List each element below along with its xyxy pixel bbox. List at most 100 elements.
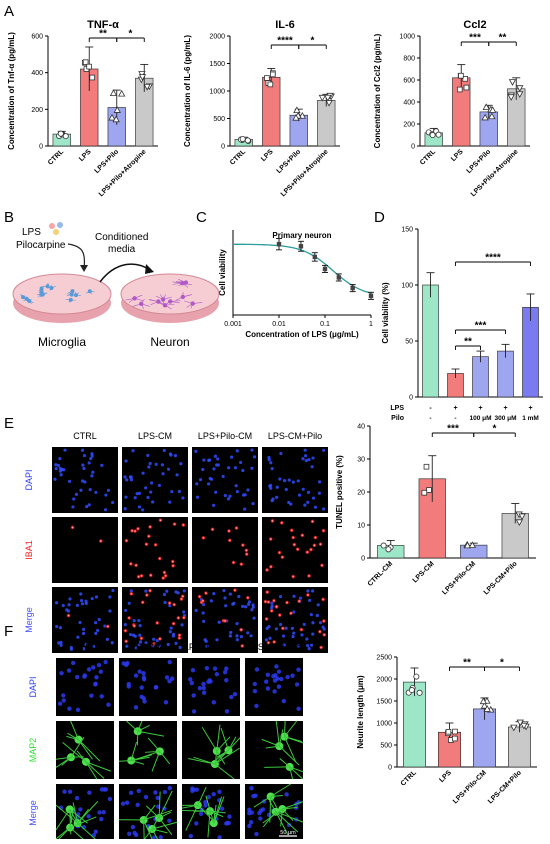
nucleus	[303, 623, 306, 626]
micrograph-background	[245, 721, 303, 779]
iba1-signal	[146, 534, 151, 539]
nucleus	[168, 501, 171, 504]
x-tick-label: LPS	[260, 148, 275, 163]
nucleus	[174, 642, 177, 645]
nucleus	[99, 817, 103, 821]
nucleus	[60, 644, 63, 647]
panel-b-schematic: LPS Pilocarpine Conditioned media Microg…	[13, 222, 219, 349]
nucleus	[251, 502, 254, 505]
y-axis-label: TUNEL positive (%)	[335, 455, 344, 529]
y-tick-label: 400	[403, 100, 415, 107]
nucleus	[104, 508, 107, 511]
nucleus	[269, 487, 272, 490]
nucleus	[104, 493, 107, 496]
nucleus	[84, 600, 87, 603]
data-point	[265, 76, 270, 81]
iba1-signal	[265, 590, 270, 595]
micrograph-background	[262, 447, 328, 513]
iba1-signal	[223, 619, 228, 624]
iba1-signal	[285, 600, 290, 605]
lps-dot-3	[53, 229, 59, 235]
nucleus	[124, 496, 127, 499]
iba1-signal	[234, 526, 239, 531]
nucleus	[63, 449, 66, 452]
iba1-signal	[148, 573, 153, 578]
nucleus	[90, 452, 93, 455]
nucleus	[151, 500, 154, 503]
y-tick-label: 20	[357, 490, 365, 497]
y-tick-label: 0	[39, 144, 43, 151]
nucleus	[89, 488, 92, 491]
iba1-signal	[233, 588, 238, 593]
data-point	[63, 134, 68, 139]
column-header: LPS-CM	[131, 642, 165, 652]
nucleus	[144, 589, 147, 592]
nucleus	[202, 611, 205, 614]
x-tick-label: LPS+Pilo+Atropine	[470, 148, 520, 198]
nucleus	[212, 504, 215, 507]
iba1-signal	[274, 604, 279, 609]
x-tick-label: CTRL-CM	[367, 560, 395, 588]
nucleus	[124, 459, 127, 462]
iba1-signal	[139, 636, 144, 641]
column-header: LPS-CM+Pilo	[247, 642, 301, 652]
nucleus	[67, 706, 71, 710]
nucleus	[134, 673, 138, 677]
nucleus	[214, 455, 217, 458]
iba1-signal	[313, 535, 318, 540]
nucleus	[225, 709, 229, 713]
panel-letter-d: D	[374, 209, 385, 226]
sig-label: ***	[447, 424, 459, 435]
nucleus	[215, 638, 218, 641]
chart-title: IL-6	[275, 19, 295, 31]
column-header: CTRL	[73, 642, 97, 652]
nucleus	[149, 462, 152, 465]
transfer-arrow-head	[145, 264, 154, 274]
iba1-signal	[321, 528, 326, 533]
nucleus	[189, 834, 193, 838]
nucleus	[82, 467, 85, 470]
nucleus	[253, 793, 257, 797]
nucleus	[283, 479, 286, 482]
y-tick-label: 150	[401, 227, 413, 234]
data-point	[323, 267, 327, 271]
iba1-signal	[312, 543, 317, 548]
nucleus	[134, 705, 138, 709]
micrograph	[52, 517, 118, 583]
iba1-signal	[180, 594, 185, 599]
nucleus	[86, 814, 90, 818]
nucleus	[266, 686, 270, 690]
iba1-signal	[155, 621, 160, 626]
micrograph	[182, 784, 240, 839]
iba1-signal	[321, 619, 326, 624]
nucleus	[279, 452, 282, 455]
iba1-signal	[98, 539, 103, 544]
bar	[498, 351, 514, 397]
iba1-signal	[322, 632, 327, 637]
nucleus	[249, 634, 252, 637]
nucleus	[191, 787, 195, 791]
nucleus	[311, 465, 314, 468]
nucleus	[250, 449, 253, 452]
y-axis-label: Neurite length (μm)	[356, 675, 365, 749]
nucleus	[155, 796, 159, 800]
lps-dot-2	[57, 222, 63, 228]
y-tick-label: 0	[388, 765, 392, 772]
nucleus	[129, 475, 132, 478]
data-point	[268, 82, 273, 87]
iba1-signal	[139, 573, 144, 578]
nucleus	[290, 673, 294, 677]
iba1-signal	[163, 573, 168, 578]
nucleus	[125, 801, 129, 805]
nucleus	[111, 589, 114, 592]
y-tick-label: 800	[403, 56, 415, 63]
lps-row-value: +	[528, 405, 532, 412]
nucleus	[60, 473, 63, 476]
nucleus	[131, 449, 134, 452]
nucleus	[311, 456, 314, 459]
nucleus	[289, 502, 292, 505]
nucleus	[192, 709, 196, 713]
nucleus	[75, 796, 79, 800]
